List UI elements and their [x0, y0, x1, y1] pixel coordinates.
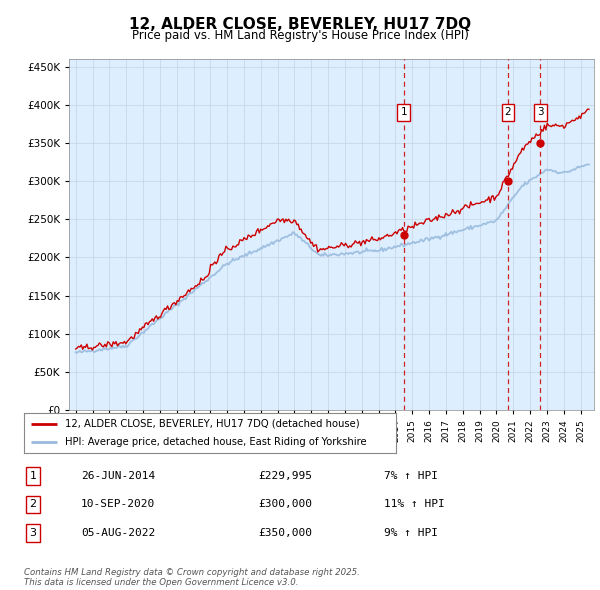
Text: £229,995: £229,995 [258, 471, 312, 481]
Text: Price paid vs. HM Land Registry's House Price Index (HPI): Price paid vs. HM Land Registry's House … [131, 30, 469, 42]
Text: 26-JUN-2014: 26-JUN-2014 [81, 471, 155, 481]
Text: £350,000: £350,000 [258, 528, 312, 537]
Text: HPI: Average price, detached house, East Riding of Yorkshire: HPI: Average price, detached house, East… [65, 437, 367, 447]
Text: £300,000: £300,000 [258, 500, 312, 509]
Text: 10-SEP-2020: 10-SEP-2020 [81, 500, 155, 509]
Text: 12, ALDER CLOSE, BEVERLEY, HU17 7DQ: 12, ALDER CLOSE, BEVERLEY, HU17 7DQ [129, 17, 471, 31]
Text: 2: 2 [505, 107, 511, 117]
Text: 1: 1 [29, 471, 37, 481]
Text: 12, ALDER CLOSE, BEVERLEY, HU17 7DQ (detached house): 12, ALDER CLOSE, BEVERLEY, HU17 7DQ (det… [65, 419, 359, 429]
Text: Contains HM Land Registry data © Crown copyright and database right 2025.
This d: Contains HM Land Registry data © Crown c… [24, 568, 360, 587]
Text: 11% ↑ HPI: 11% ↑ HPI [384, 500, 445, 509]
Text: 9% ↑ HPI: 9% ↑ HPI [384, 528, 438, 537]
Text: 05-AUG-2022: 05-AUG-2022 [81, 528, 155, 537]
Text: 3: 3 [537, 107, 544, 117]
Text: 7% ↑ HPI: 7% ↑ HPI [384, 471, 438, 481]
Text: 3: 3 [29, 528, 37, 537]
Text: 2: 2 [29, 500, 37, 509]
Text: 1: 1 [400, 107, 407, 117]
